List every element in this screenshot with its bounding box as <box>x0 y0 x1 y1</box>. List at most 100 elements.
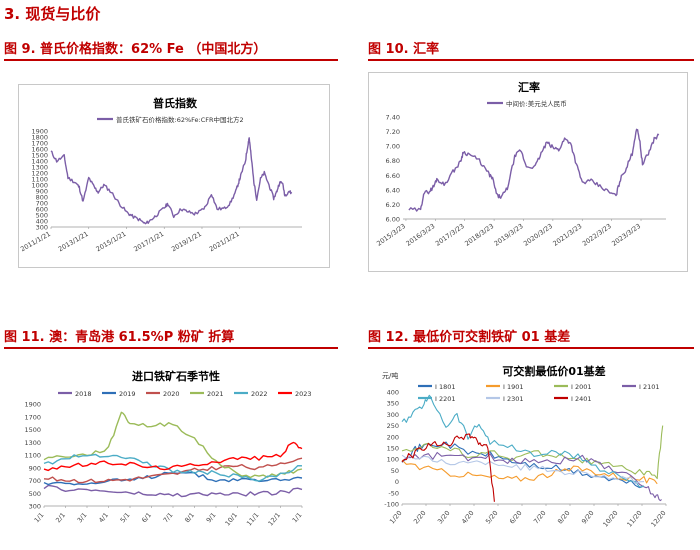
y-tick-label: 1900 <box>31 128 48 136</box>
x-tick-label: 1/1 <box>291 511 304 524</box>
x-tick-label: 12/1 <box>267 511 283 527</box>
x-tick-label: 2021/1/21 <box>208 230 241 254</box>
y-tick-label: 300 <box>387 411 399 419</box>
x-tick-label: 2019/1/21 <box>170 230 203 254</box>
x-tick-label: 12/20 <box>649 509 667 528</box>
x-tick-label: 2019/3/23 <box>493 222 525 248</box>
figure-9-rule <box>4 59 338 61</box>
figure-10-title: 图 10. 汇率 <box>368 42 440 57</box>
y-tick-label: 350 <box>387 400 399 408</box>
y-tick-label: 250 <box>387 422 399 430</box>
y-tick-label: -100 <box>384 501 399 509</box>
y-tick-label: 6.40 <box>386 186 400 194</box>
series-line-4 <box>43 411 303 479</box>
series-line-6 <box>43 441 303 472</box>
y-tick-label: 50 <box>391 467 399 475</box>
x-tick-label: 4/1 <box>97 511 110 524</box>
y-tick-label: 1200 <box>31 170 48 178</box>
y-tick-label: 400 <box>387 389 399 397</box>
figure-9-title: 图 9. 普氏价格指数：62% Fe （中国北方） <box>4 42 267 57</box>
x-tick-label: 9/20 <box>580 509 596 525</box>
y-tick-label: 1100 <box>24 452 41 460</box>
x-tick-label: 2020/3/23 <box>522 222 554 248</box>
y-tick-label: 150 <box>387 445 399 453</box>
y-tick-label: 100 <box>387 456 399 464</box>
series-line-1 <box>408 128 660 212</box>
series-line-5 <box>43 453 303 482</box>
figure-11-title: 图 11. 澳：青岛港 61.5%P 粉矿 折算 <box>4 330 235 345</box>
x-tick-label: 5/20 <box>484 509 500 525</box>
chart-title: 可交割最低价01基差 <box>502 364 605 378</box>
series-line-1 <box>43 484 303 498</box>
x-tick-label: 7/20 <box>532 509 548 525</box>
y-tick-label: 1500 <box>24 426 41 434</box>
x-tick-label: 2017/1/21 <box>132 230 165 254</box>
x-tick-label: 10/1 <box>224 511 240 527</box>
y-tick-label: 1700 <box>31 140 48 148</box>
series-line-1 <box>50 137 293 225</box>
y-tick-label: 1500 <box>31 152 48 160</box>
chart-panel-platts: 普氏指数 1900 1800 1700 1600 1500 1400 1300 1200 1100… <box>18 84 330 268</box>
series-line-3 <box>401 425 664 480</box>
legend-label: 2020 <box>163 390 180 398</box>
y-tick-label: 900 <box>36 188 48 196</box>
y-tick-label: 7.00 <box>386 143 400 151</box>
legend-label: 中间价:美元兑人民币 <box>506 99 567 108</box>
y-tick-label: 300 <box>36 224 48 232</box>
x-tick-label: 2011/1/21 <box>19 230 52 254</box>
legend-label: 2019 <box>119 390 136 398</box>
y-tick-label: 1700 <box>24 413 41 421</box>
y-tick-label: 700 <box>29 477 41 485</box>
x-tick-label: 6/1 <box>140 511 153 524</box>
fx-rate-chart: 汇率 7.40 7.20 7.00 6.80 6.60 6.40 6.20 6.002015/3… <box>375 80 666 248</box>
y-tick-label: 1900 <box>24 401 41 409</box>
x-tick-label: 2015/1/21 <box>95 230 128 254</box>
series-line-7 <box>401 433 495 502</box>
x-tick-label: 2/1 <box>54 511 67 524</box>
chart-panel-fx: 汇率 7.40 7.20 7.00 6.80 6.60 6.40 6.20 6.00 2015/3… <box>368 72 688 272</box>
seasonal-chart: 进口铁矿石季节性 1900 1700 1500 1300 1100 900 700 500 300… <box>24 369 312 527</box>
y-tick-label: 800 <box>36 194 48 202</box>
legend-label: 2023 <box>295 390 312 398</box>
x-tick-label: 2016/3/23 <box>405 222 437 248</box>
legend-label: I 1901 <box>503 383 524 391</box>
x-tick-label: 2022/3/23 <box>581 222 613 248</box>
x-tick-label: 2021/3/23 <box>551 222 583 248</box>
legend-label: I 1801 <box>435 383 456 391</box>
series-line-4 <box>401 451 662 502</box>
x-tick-label: 5/1 <box>119 511 132 524</box>
y-tick-label: 900 <box>29 464 41 472</box>
series-line-3 <box>43 457 303 484</box>
figure-12-rule <box>368 347 694 349</box>
platts-index-chart: 普氏指数 190018001700160015001400130012001100… <box>19 96 302 254</box>
x-tick-label: 2015/3/23 <box>375 222 407 248</box>
x-tick-label: 1/1 <box>33 511 46 524</box>
y-tick-label: 700 <box>36 200 48 208</box>
x-tick-label: 2013/1/21 <box>57 230 90 254</box>
y-tick-label: 7.20 <box>386 128 400 136</box>
y-tick-label: 500 <box>36 212 48 220</box>
x-tick-label: 11/1 <box>245 511 261 527</box>
x-tick-label: 4/20 <box>460 509 476 525</box>
x-tick-label: 7/1 <box>162 511 175 524</box>
x-tick-label: 10/20 <box>601 509 619 528</box>
x-tick-label: 2023/3/23 <box>610 222 642 248</box>
section-title: 3. 现货与比价 <box>4 5 101 23</box>
x-tick-label: 2/20 <box>412 509 428 525</box>
legend-label: 普氏铁矿石价格指数:62%Fe:CFR中国北方2 <box>116 115 244 124</box>
figure-10-rule <box>368 59 694 61</box>
x-tick-label: 3/20 <box>436 509 452 525</box>
legend-label: I 2201 <box>435 395 456 403</box>
figure-11-rule <box>4 347 338 349</box>
y-axis-unit: 元/吨 <box>382 371 398 380</box>
y-tick-label: 7.40 <box>386 114 400 122</box>
x-tick-label: 8/20 <box>556 509 572 525</box>
y-tick-label: 1300 <box>24 439 41 447</box>
x-tick-label: 9/1 <box>205 511 218 524</box>
x-tick-label: 8/1 <box>183 511 196 524</box>
y-tick-label: 1800 <box>31 134 48 142</box>
y-tick-label: 1400 <box>31 158 48 166</box>
x-tick-label: 1/20 <box>388 509 404 525</box>
y-tick-label: 1600 <box>31 146 48 154</box>
y-tick-label: 300 <box>29 503 41 511</box>
